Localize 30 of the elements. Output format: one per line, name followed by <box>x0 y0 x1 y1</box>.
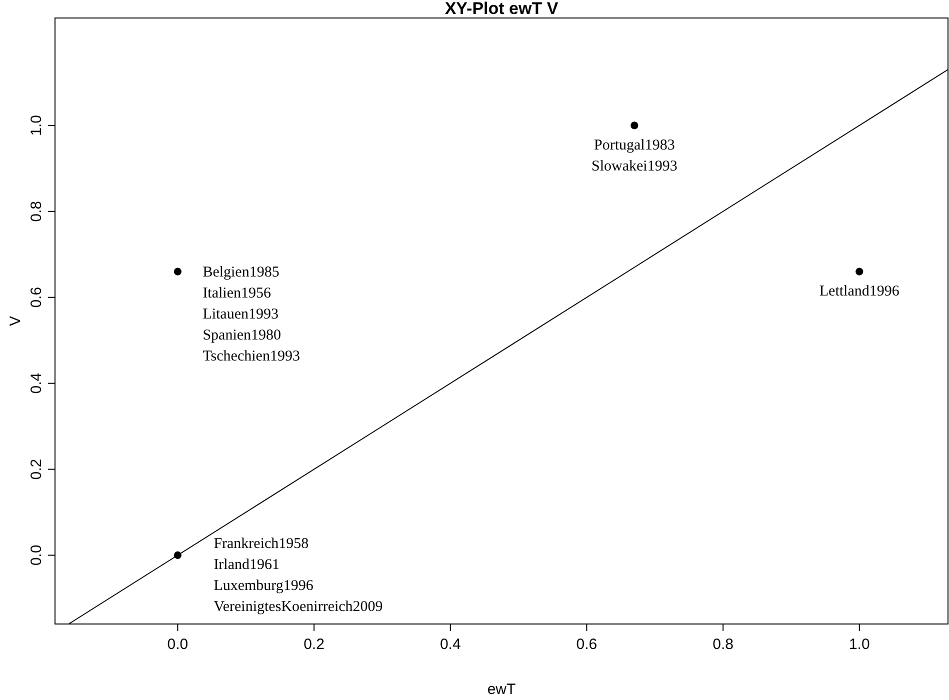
chart-title: XY-Plot ewT V <box>444 0 559 18</box>
y-tick-label: 0.6 <box>28 286 45 308</box>
annotation: Lettland1996 <box>819 284 900 300</box>
x-tick-label: 0.0 <box>167 636 188 653</box>
annotation: Litauen1993 <box>202 306 279 323</box>
x-tick-label: 0.2 <box>304 636 324 653</box>
annotation: Irland1961 <box>214 557 280 574</box>
x-tick-label: 0.6 <box>576 636 598 653</box>
x-tick-label: 1.0 <box>848 636 870 653</box>
y-tick-label: 0.2 <box>28 458 45 480</box>
point <box>856 268 864 276</box>
point <box>174 268 182 276</box>
x-tick-label: 0.8 <box>712 636 734 653</box>
y-tick-label: 1.0 <box>28 115 45 136</box>
y-tick-label: 0.8 <box>28 200 45 222</box>
y-tick-label: 0.0 <box>28 544 45 566</box>
annotation: Tschechien1993 <box>202 348 300 365</box>
point <box>630 122 638 130</box>
annotation: Frankreich1958 <box>214 536 309 552</box>
annotation: Italien1956 <box>202 286 272 302</box>
annotation: Slowakei1993 <box>592 158 678 174</box>
annotation: Spanien1980 <box>202 328 282 344</box>
x-tick-label: 0.4 <box>440 636 461 653</box>
x-axis-title: ewT <box>487 681 516 698</box>
y-axis-title: V <box>7 316 24 326</box>
annotation: Luxemburg1996 <box>214 578 314 594</box>
y-tick-label: 0.4 <box>28 372 45 394</box>
annotation: VereinigtesKoenirreich2009 <box>214 599 383 616</box>
annotation: Belgien1985 <box>202 264 280 281</box>
annotation: Portugal1983 <box>594 137 675 154</box>
